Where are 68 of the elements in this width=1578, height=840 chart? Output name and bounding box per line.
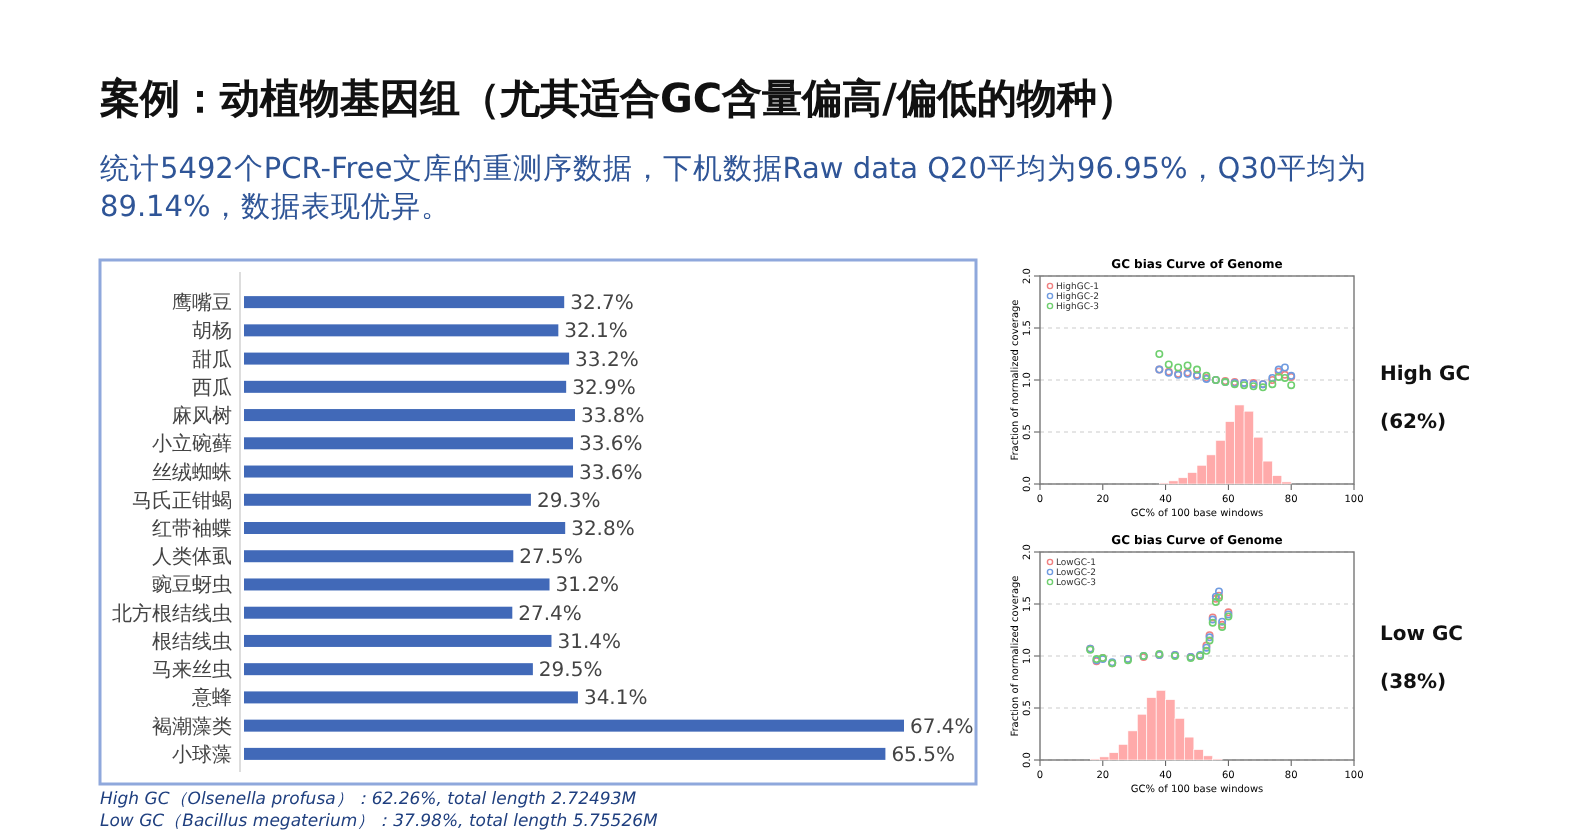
point [1287,381,1296,390]
bar [244,606,513,619]
data-label: 32.1% [564,321,628,344]
y-tick-label: 意蜂 [190,686,232,711]
text: (62%) [1380,412,1447,434]
y-tick-label: 根结线虫 [152,629,232,654]
text: High GC（Olsenella profusa）：62.26%, total length 2.72493M [100,790,638,810]
y-tick-label: 褐潮藻类 [152,714,232,739]
data-label: 33.6% [579,462,643,485]
point [1193,365,1201,374]
point [1280,363,1289,372]
chart-title: 案例：动植物基因组（尤其适合GC含量偏高/偏低的物种） [100,72,1137,126]
bar [244,550,514,563]
bar [244,380,567,393]
bar [244,634,552,647]
data-label: 34.1% [583,688,648,711]
y-tick-label: 小立碗藓 [152,432,232,457]
y-tick-label: 豌豆蚜虫 [152,573,232,598]
bar [244,578,550,591]
data-label: 27.4% [518,603,582,626]
bar [244,409,575,422]
text: High GC [1380,364,1471,386]
y-tick-label: 人类体虱 [152,545,232,570]
bar [244,296,565,309]
y-tick-label: 马氏正钳蝎 [132,488,232,513]
data-label: 33.8% [580,406,645,429]
point [1274,372,1283,381]
bar [244,465,574,478]
bar [244,437,574,450]
data-label: 67.4% [910,716,974,739]
bar [244,522,566,534]
data-label: 32.8% [571,519,635,541]
y-tick-label: 鹰嘴豆 [172,291,232,316]
data-label: 32.7% [570,293,634,316]
y-tick-label: 甜瓜 [192,347,232,372]
data-label: 31.2% [555,575,620,598]
bar [244,352,570,365]
bar [244,663,533,676]
y-tick-label: 胡杨 [192,319,232,344]
data-label: 65.5% [891,744,955,767]
data-label: 27.5% [519,547,583,570]
y-tick-label: 马来丝虫 [152,658,232,683]
y-tick-label: 红带袖蝶 [152,517,232,541]
bar [244,324,559,337]
data-label: 32.9% [572,377,636,400]
y-tick-label: 西瓜 [192,375,232,400]
bar [244,691,578,704]
point [1183,361,1192,370]
text: Low GC（Bacillus megaterium）：37.98%, total length 5.75526M [100,812,660,832]
point [1155,350,1164,358]
data-label: 29.5% [538,660,603,683]
y-tick-label: 麻风树 [172,404,232,429]
text: (38%) [1380,672,1447,694]
bar [244,747,886,760]
data-label: 31.4% [557,631,622,654]
bar [244,719,904,732]
data-label: 33.2% [575,349,639,372]
point [1174,363,1183,372]
bar [244,493,531,506]
data-label: 33.6% [579,434,643,457]
data-label: 29.3% [536,490,601,513]
y-tick-label: 北方根结线虫 [112,601,232,626]
y-tick-label: 丝绒蜘蛛 [152,460,232,485]
point [1164,360,1173,369]
text: Low GC [1380,624,1464,646]
point [1268,380,1277,389]
y-tick-label: 小球藻 [172,742,232,767]
chart-subtitle: 统计5492个PCR-Free文库的重测序数据，下机数据Raw data Q20平均为96.95%，Q30平均为89.14%，数据表现优异。 [100,152,1370,228]
